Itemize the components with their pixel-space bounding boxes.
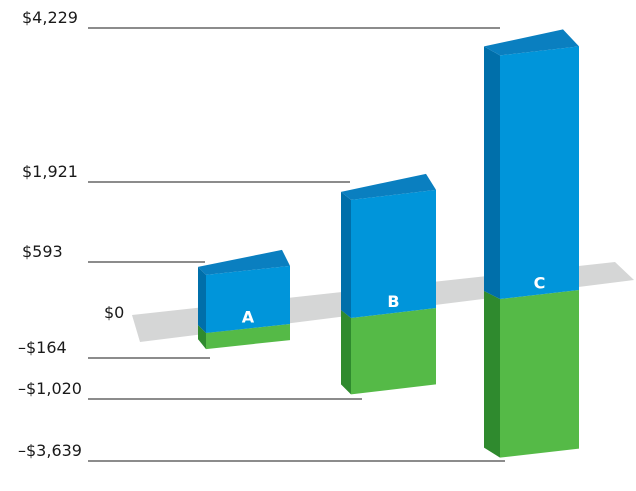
- bar-pos-side-A: [198, 266, 206, 333]
- tick-label-neg-A: –$164: [18, 338, 67, 357]
- bar-neg-side-B: [341, 310, 351, 395]
- bar-neg-side-C: [484, 291, 500, 458]
- tick-label-pos-C: $4,229: [22, 8, 78, 27]
- tick-label-zero: $0: [104, 303, 124, 322]
- bar-pos-top-B: [341, 173, 436, 200]
- bar-neg-front-B: [351, 308, 436, 395]
- tick-label-neg-B: –$1,020: [18, 379, 82, 398]
- bar-pos-side-B: [341, 191, 351, 318]
- bar-pos-top-C: [484, 29, 579, 56]
- bar-pos-top-A: [198, 249, 290, 275]
- bar-label-B: B: [387, 292, 399, 311]
- bar-label-C: C: [534, 274, 546, 293]
- bar-pos-front-A: [206, 265, 290, 333]
- bar-pos-side-C: [484, 46, 500, 299]
- tick-label-pos-B: $1,921: [22, 162, 78, 181]
- bar-neg-front-C: [500, 290, 579, 458]
- bar-neg-side-A: [198, 325, 206, 350]
- bar-label-A: A: [242, 308, 255, 327]
- tick-label-pos-A: $593: [22, 242, 63, 261]
- bar-neg-front-A: [206, 324, 290, 350]
- tick-label-neg-C: –$3,639: [18, 441, 82, 460]
- bar-pos-front-C: [500, 46, 579, 299]
- bar-pos-front-B: [351, 189, 436, 318]
